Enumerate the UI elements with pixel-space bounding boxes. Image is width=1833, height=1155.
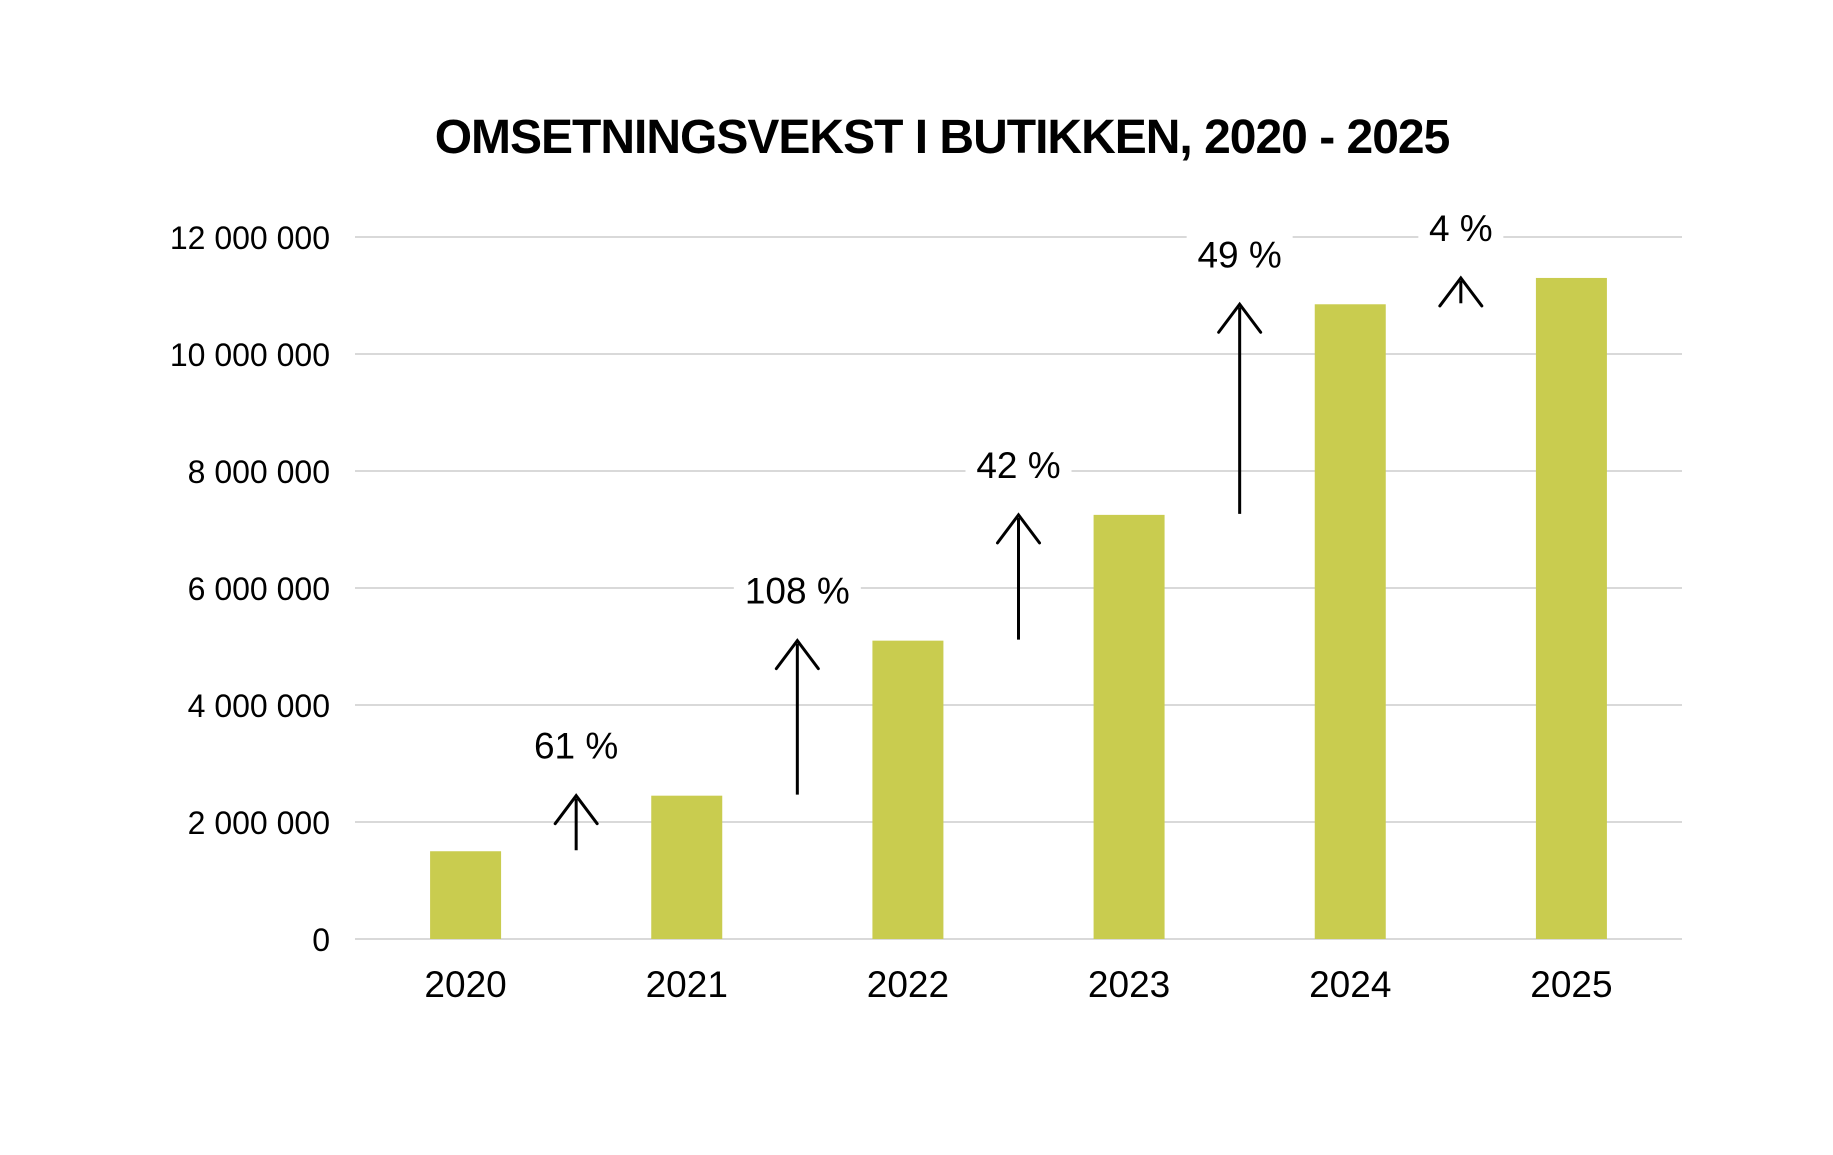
growth-label-3: 49 % bbox=[1197, 234, 1281, 275]
growth-label-bg-0 bbox=[523, 717, 630, 774]
bar-2023 bbox=[1093, 514, 1165, 939]
growth-arrow-head-3 bbox=[1217, 301, 1263, 334]
growth-label-1: 108 % bbox=[745, 571, 850, 612]
growth-label-bg-1 bbox=[733, 562, 861, 619]
growth-label-2: 42 % bbox=[976, 445, 1060, 486]
bar-2022 bbox=[872, 640, 944, 939]
y-axis-label-10 000 000: 10 000 000 bbox=[170, 337, 330, 373]
growth-arrow-head-4 bbox=[1438, 275, 1484, 308]
growth-arrow-head-2 bbox=[996, 512, 1041, 545]
x-axis-label-2021: 2021 bbox=[646, 964, 728, 1005]
y-axis-label-4 000 000: 4 000 000 bbox=[188, 688, 330, 724]
growth-label-bg-3 bbox=[1186, 226, 1293, 283]
y-axis-label-6 000 000: 6 000 000 bbox=[188, 571, 330, 607]
bar-2020 bbox=[430, 851, 502, 939]
chart-title: OMSETNINGSVEKST I BUTIKKEN, 2020 - 2025 bbox=[434, 111, 1451, 164]
growth-label-bg-2 bbox=[965, 436, 1072, 493]
x-axis-label-2020: 2020 bbox=[424, 964, 506, 1005]
growth-arrow-head-1 bbox=[774, 638, 820, 671]
growth-label-0: 61 % bbox=[534, 726, 618, 767]
growth-label-4: 4 % bbox=[1429, 208, 1493, 249]
x-axis-label-2025: 2025 bbox=[1530, 964, 1612, 1005]
growth-label-bg-4 bbox=[1418, 199, 1504, 256]
x-axis-label-2024: 2024 bbox=[1309, 964, 1391, 1005]
y-axis-label-12 000 000: 12 000 000 bbox=[170, 220, 330, 256]
x-axis-label-2022: 2022 bbox=[867, 964, 949, 1005]
y-axis-label-8 000 000: 8 000 000 bbox=[188, 454, 330, 490]
growth-arrow-head-0 bbox=[553, 793, 599, 826]
bar-2021 bbox=[651, 795, 723, 939]
y-axis-label-0: 0 bbox=[312, 922, 330, 958]
x-axis-label-2023: 2023 bbox=[1088, 964, 1170, 1005]
bar-2025 bbox=[1535, 277, 1607, 939]
y-axis-label-2 000 000: 2 000 000 bbox=[188, 805, 330, 841]
bar-2024 bbox=[1314, 304, 1386, 939]
